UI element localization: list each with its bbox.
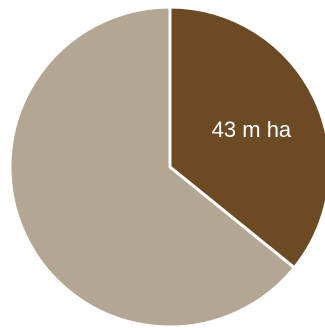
pie-labels: 43 m ha	[212, 117, 292, 142]
pie-slice-label-1: 43 m ha	[212, 117, 292, 142]
pie-slices	[8, 5, 325, 328]
pie-slice-1	[168, 5, 325, 270]
pie-slice-2	[8, 5, 296, 328]
